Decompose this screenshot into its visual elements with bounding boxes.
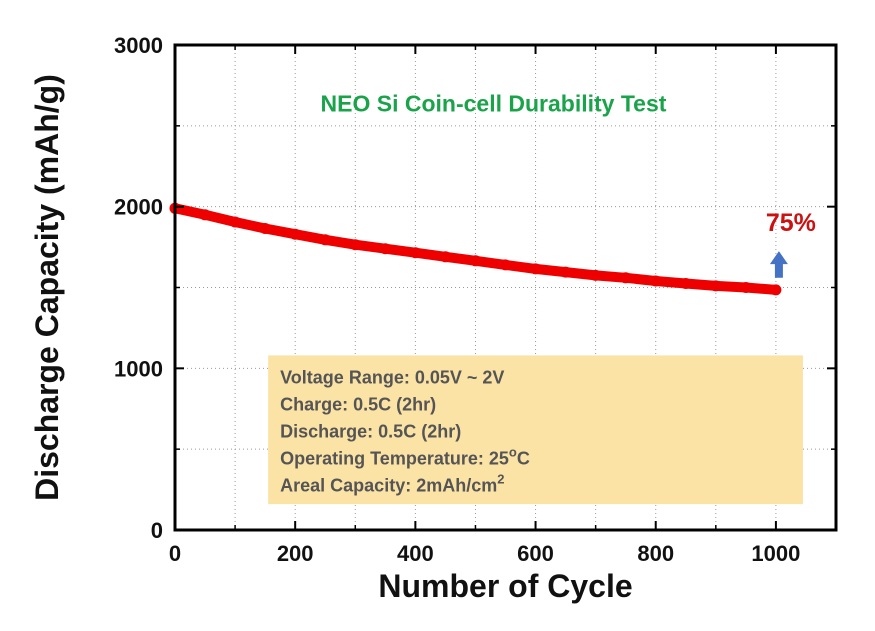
x-tick-label: 1000	[751, 541, 800, 566]
info-box-superscript: 2	[497, 471, 504, 486]
data-point	[560, 266, 572, 278]
info-box-line: Voltage Range: 0.05V ~ 2V	[280, 367, 504, 387]
info-box-line-tail: C	[517, 448, 530, 468]
data-point	[710, 280, 722, 292]
x-tick-label: 800	[637, 541, 674, 566]
data-point	[500, 259, 511, 271]
info-box-line: Areal Capacity: 2mAh/cm	[280, 475, 497, 495]
data-point	[650, 275, 662, 287]
info-box-line: Discharge: 0.5C (2hr)	[280, 421, 461, 441]
data-point	[199, 209, 211, 221]
y-tick-label: 0	[151, 518, 163, 543]
info-box-superscript: o	[509, 444, 517, 459]
data-point	[770, 284, 782, 296]
data-point	[229, 216, 241, 228]
info-box-line: Charge: 0.5C (2hr)	[280, 394, 436, 414]
x-tick-label: 400	[397, 541, 434, 566]
y-axis-title: Discharge Capacity (mAh/g)	[29, 74, 65, 501]
data-point	[680, 278, 692, 289]
data-point	[319, 234, 331, 246]
data-point	[349, 239, 361, 251]
data-point	[289, 228, 301, 240]
data-point	[590, 269, 602, 281]
y-tick-label: 3000	[114, 33, 163, 58]
data-point	[620, 272, 632, 284]
up-arrow-icon	[769, 251, 788, 278]
data-point	[439, 251, 451, 263]
info-box-line: Operating Temperature: 25	[280, 448, 509, 468]
data-point	[470, 255, 481, 267]
info-box-text: Voltage Range: 0.05V ~ 2V Charge: 0.5C (2…	[280, 367, 530, 495]
chart-title: NEO Si Coin-cell Durability Test	[321, 90, 667, 116]
tick-layer: 0 200 400 600 800 1000 0 1000 2000 3000	[114, 33, 836, 566]
data-point	[740, 282, 752, 293]
y-tick-label: 2000	[114, 195, 163, 220]
x-tick-label: 600	[517, 541, 554, 566]
data-point	[259, 223, 271, 234]
x-tick-label: 0	[169, 541, 181, 566]
x-axis-title: Number of Cycle	[378, 568, 632, 604]
info-box	[268, 355, 803, 505]
data-point	[530, 263, 541, 275]
data-point	[379, 243, 391, 255]
data-point	[409, 247, 421, 259]
x-tick-label: 200	[277, 541, 314, 566]
y-tick-label: 1000	[114, 356, 163, 381]
capacity-retention-label: 75%	[766, 209, 816, 237]
